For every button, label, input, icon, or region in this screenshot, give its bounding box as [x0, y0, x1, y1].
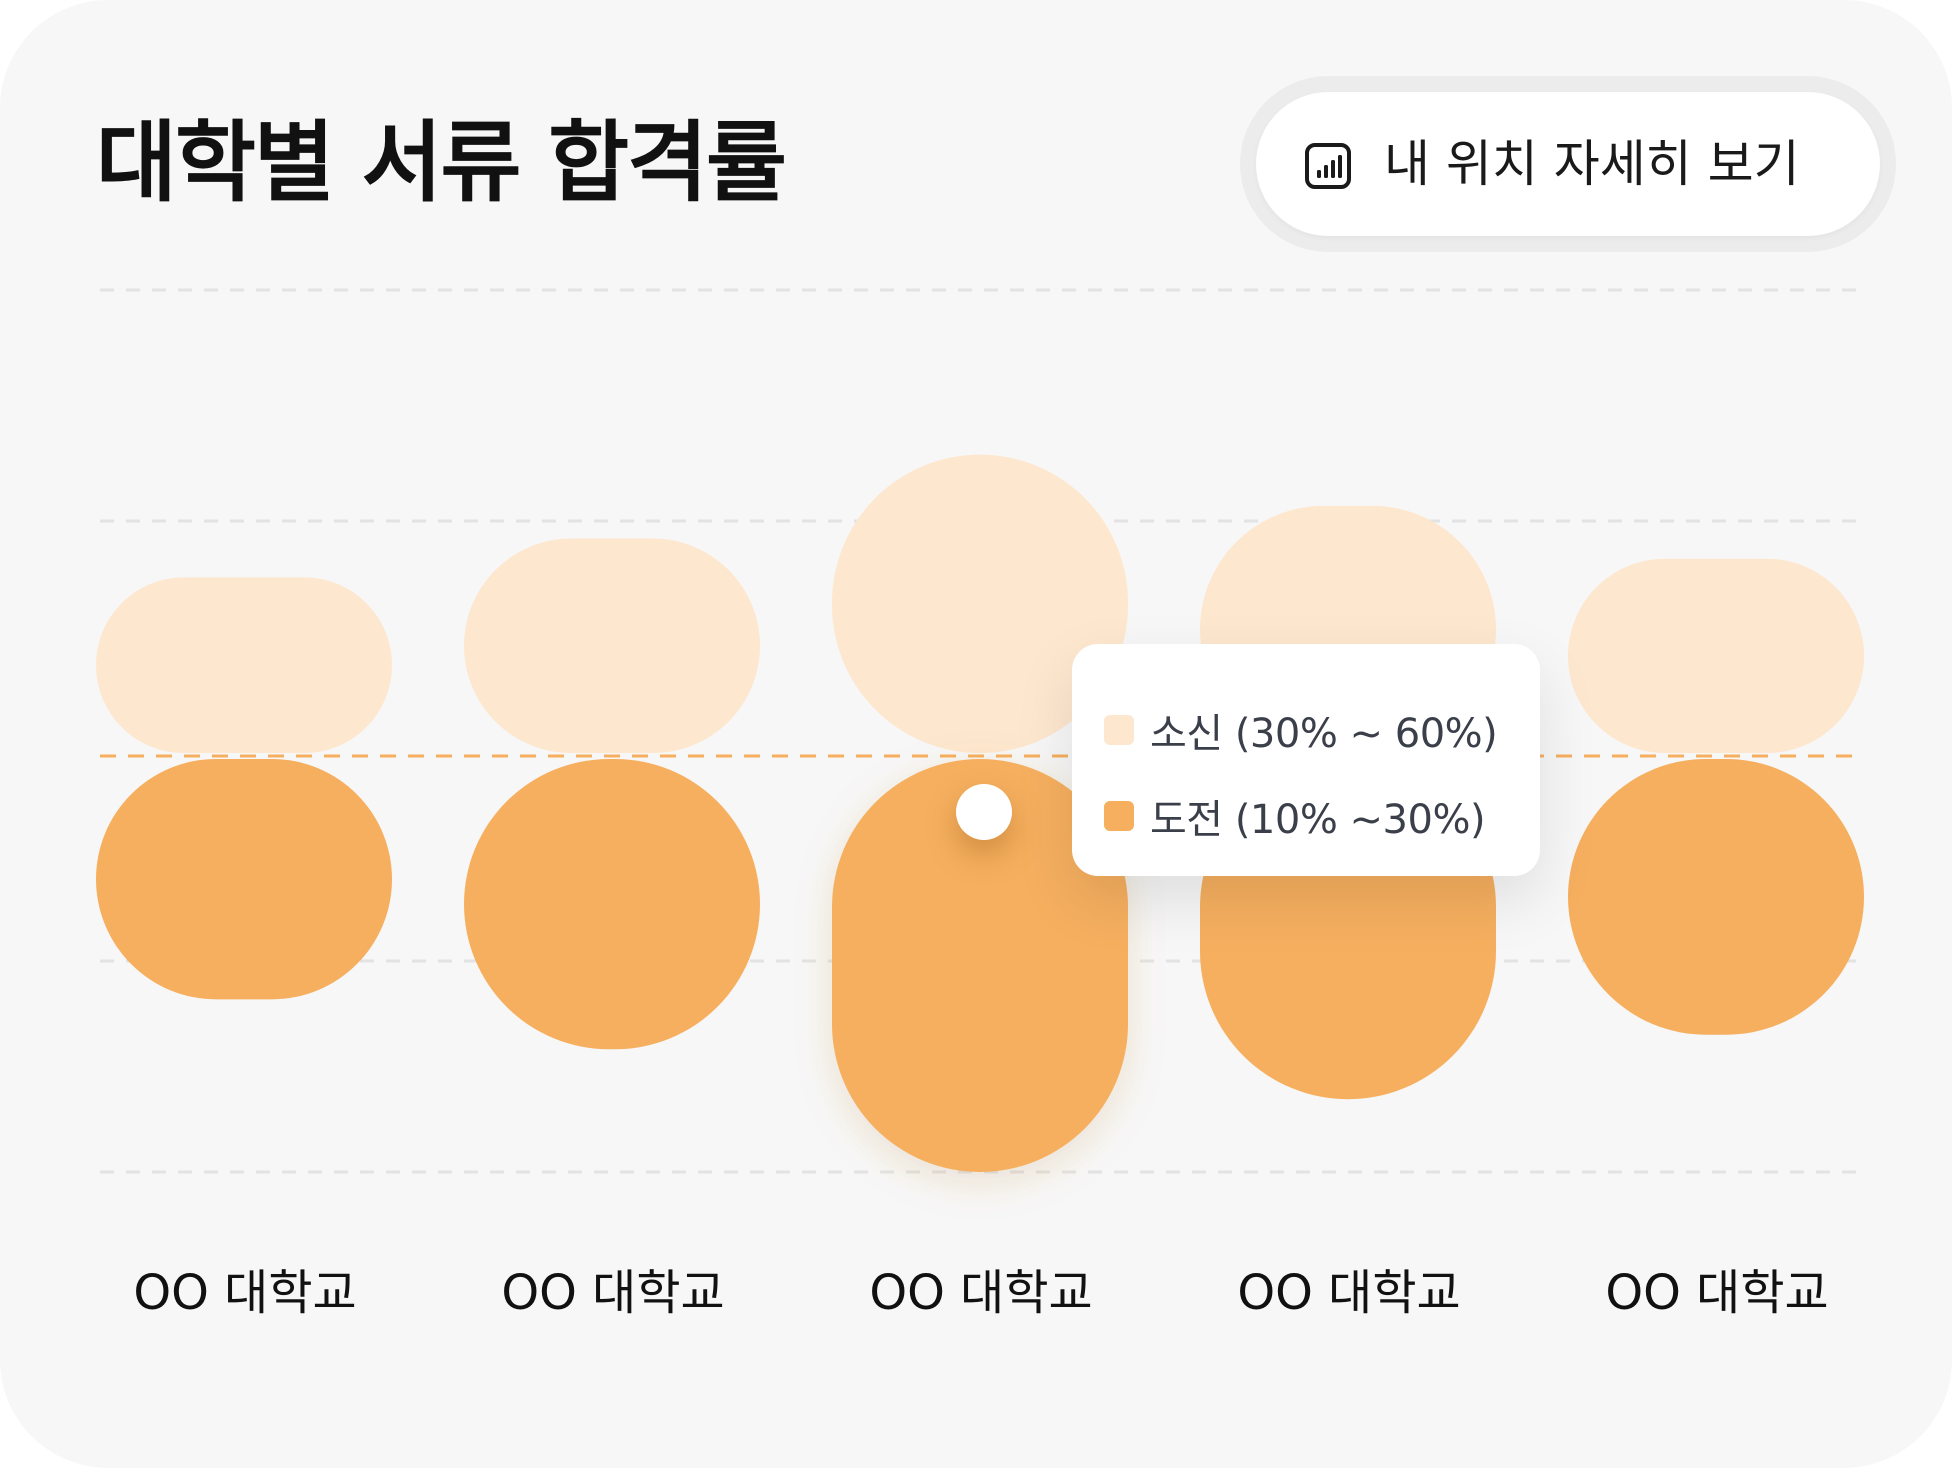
- detail-button-label: 내 위치 자세히 보기: [1384, 135, 1800, 193]
- x-tick-label: OO 대학교: [1605, 1265, 1829, 1321]
- bar-chart-icon: [1305, 143, 1351, 189]
- challenge-bar-1[interactable]: [96, 759, 392, 1000]
- legend-tooltip: 소신 (30% ~ 60%) 도전 (10% ~30%): [1072, 644, 1540, 876]
- safe-bar-2[interactable]: [464, 538, 760, 753]
- legend-swatch-safe: [1104, 715, 1134, 745]
- detail-position-button[interactable]: 내 위치 자세히 보기: [1256, 92, 1880, 236]
- challenge-bar-2[interactable]: [464, 759, 760, 1050]
- safe-bar-5[interactable]: [1568, 558, 1864, 753]
- legend-label-challenge: 도전 (10% ~30%): [1150, 797, 1486, 843]
- x-tick-label: OO 대학교: [133, 1265, 357, 1321]
- gridlines: [100, 288, 1862, 1174]
- safe-bar-3[interactable]: [832, 454, 1128, 753]
- safe-bar-1[interactable]: [96, 577, 392, 753]
- legend-label-safe: 소신 (30% ~ 60%): [1150, 711, 1498, 757]
- drag-handle[interactable]: [956, 784, 1012, 840]
- challenge-bar-5[interactable]: [1568, 759, 1864, 1035]
- x-axis-labels: OO 대학교 OO 대학교 OO 대학교 OO 대학교 OO 대학교: [0, 1258, 1952, 1328]
- legend-item-challenge: 도전 (10% ~30%): [1104, 786, 1486, 846]
- legend-swatch-challenge: [1104, 801, 1134, 831]
- x-tick-label: OO 대학교: [501, 1265, 725, 1321]
- chart-title: 대학별 서류 합격률: [96, 111, 787, 214]
- x-tick-label: OO 대학교: [869, 1265, 1093, 1321]
- challenge-bar-3[interactable]: [832, 759, 1128, 1172]
- x-tick-label: OO 대학교: [1237, 1265, 1461, 1321]
- legend-item-safe: 소신 (30% ~ 60%): [1104, 700, 1498, 760]
